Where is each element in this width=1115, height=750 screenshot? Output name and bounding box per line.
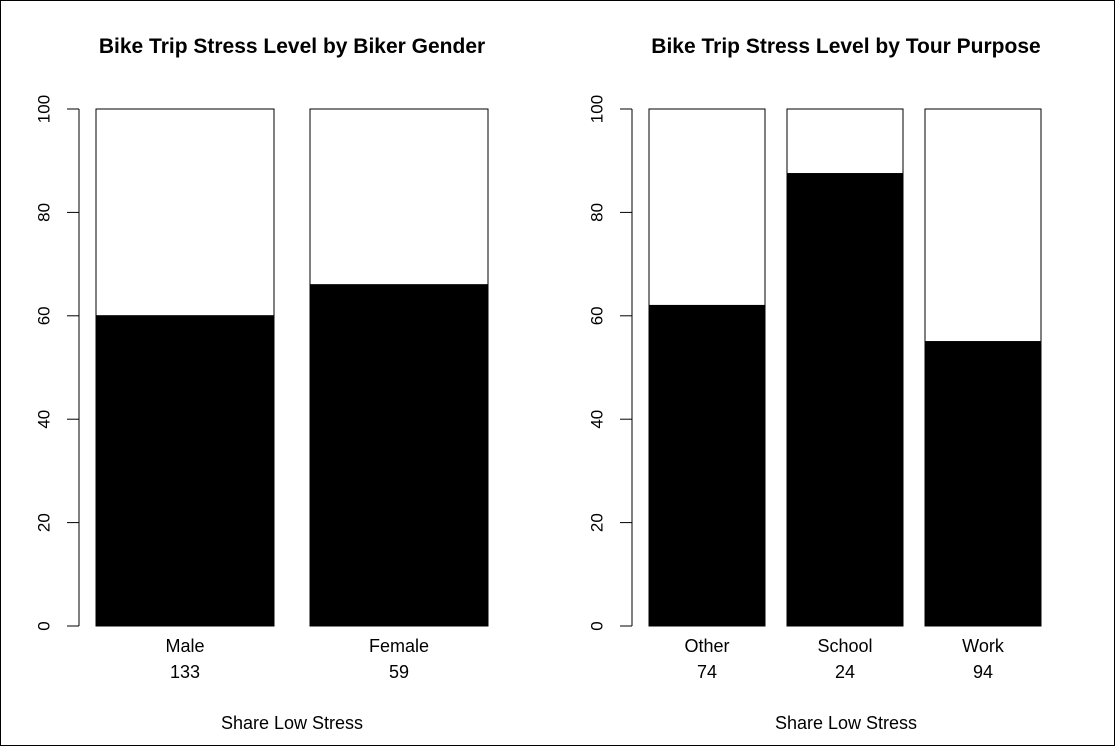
y-tick-label: 40 xyxy=(34,410,53,429)
y-tick-label: 60 xyxy=(587,306,606,325)
category-label: Female xyxy=(369,636,429,656)
bars-purpose xyxy=(648,108,1042,627)
bar-share-male xyxy=(95,315,275,627)
category-count: 74 xyxy=(697,662,717,682)
y-tick-label: 100 xyxy=(587,95,606,123)
category-label: Male xyxy=(165,636,204,656)
y-tick-label: 0 xyxy=(587,621,606,630)
category-count: 24 xyxy=(835,662,855,682)
bar-share-other xyxy=(648,304,766,627)
category-label: School xyxy=(817,636,872,656)
category-count: 59 xyxy=(389,662,409,682)
category-count: 133 xyxy=(170,662,200,682)
y-axis-gender: 0 20 40 60 80 100 xyxy=(34,95,80,631)
y-tick-label: 60 xyxy=(34,306,53,325)
bar-remainder-school xyxy=(786,108,904,175)
category-label: Other xyxy=(684,636,729,656)
x-axis-label-gender: Share Low Stress xyxy=(221,713,363,733)
y-axis-purpose: 0 20 40 60 80 100 xyxy=(587,95,633,631)
bar-remainder-male xyxy=(95,108,275,317)
bars-gender xyxy=(95,108,489,627)
y-tick-label: 20 xyxy=(587,513,606,532)
category-count: 94 xyxy=(973,662,993,682)
bar-share-female xyxy=(309,284,489,627)
y-tick-label: 40 xyxy=(587,410,606,429)
chart-title-gender: Bike Trip Stress Level by Biker Gender xyxy=(99,35,485,58)
x-labels-gender: Male 133 Female 59 xyxy=(165,636,429,682)
category-label: Work xyxy=(962,636,1005,656)
y-tick-label: 20 xyxy=(34,513,53,532)
chart-title-purpose: Bike Trip Stress Level by Tour Purpose xyxy=(651,35,1040,58)
y-tick-label: 100 xyxy=(34,95,53,123)
y-tick-label: 80 xyxy=(34,203,53,222)
bar-remainder-female xyxy=(309,108,489,286)
bar-remainder-other xyxy=(648,108,766,306)
x-labels-purpose: Other 74 School 24 Work 94 xyxy=(684,636,1004,682)
bar-share-school xyxy=(786,173,904,627)
x-axis-label-purpose: Share Low Stress xyxy=(775,713,917,733)
y-tick-label: 80 xyxy=(587,203,606,222)
y-tick-label: 0 xyxy=(34,621,53,630)
bar-share-work xyxy=(924,341,1042,627)
bar-remainder-work xyxy=(924,108,1042,343)
